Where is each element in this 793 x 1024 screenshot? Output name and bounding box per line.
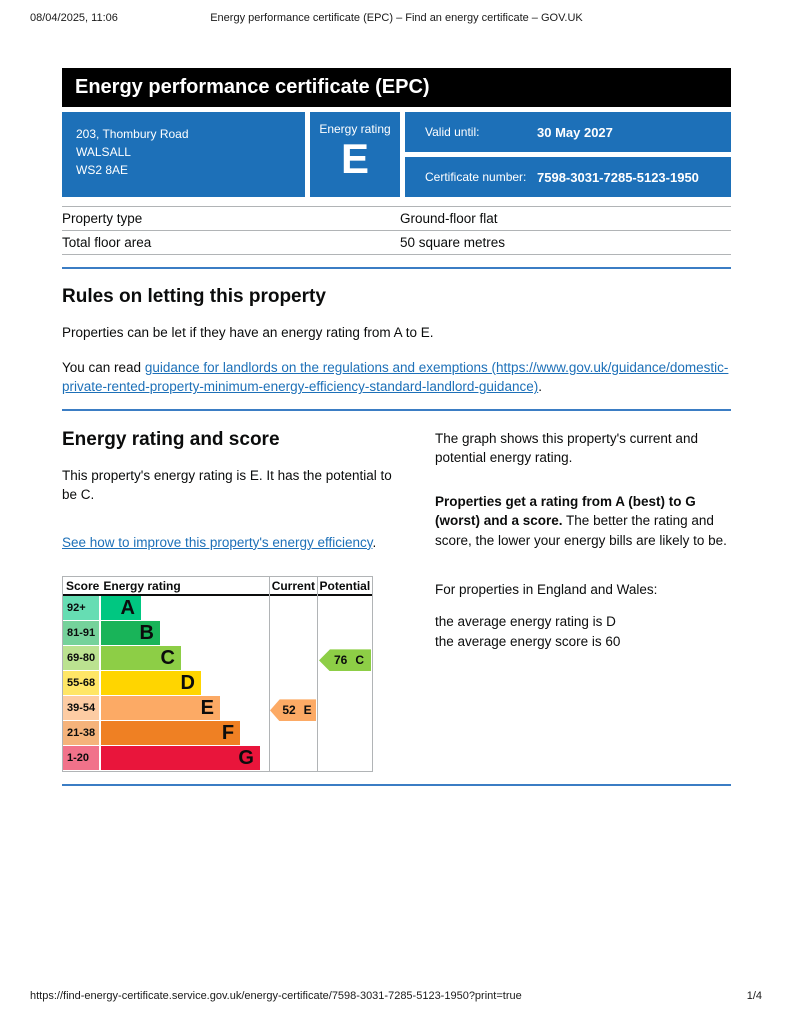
chart-column-separator xyxy=(317,577,318,772)
guidance-paragraph: You can read guidance for landlords on t… xyxy=(62,358,731,397)
epc-band-row-e: 39-54 E xyxy=(63,696,372,721)
summary-row: 203, Thombury Road WALSALL WS2 8AE Energ… xyxy=(62,112,731,197)
chart-header-rating: Energy rating xyxy=(103,579,181,594)
rating-explanation-rest: The better the rating and score, the low… xyxy=(435,513,727,548)
floor-area-label: Total floor area xyxy=(62,235,152,250)
print-footer-url: https://find-energy-certificate.service.… xyxy=(30,990,522,1002)
energy-rating-box: Energy rating E xyxy=(310,112,400,197)
band-bar-f: F xyxy=(101,721,241,746)
rules-heading: Rules on letting this property xyxy=(62,286,326,307)
rating-score-right-column: The graph shows this property's current … xyxy=(435,429,731,773)
current-rating-letter: E xyxy=(303,703,312,718)
landlord-guidance-link[interactable]: guidance for landlords on the regulation… xyxy=(62,359,729,395)
rules-paragraph: Properties can be let if they have an en… xyxy=(62,325,434,340)
guidance-text-prefix: You can read xyxy=(62,359,145,375)
band-score-range: 92+ xyxy=(63,596,99,621)
print-meta-footer: https://find-energy-certificate.service.… xyxy=(30,990,762,1002)
print-meta-header: 08/04/2025, 11:06 Energy performance cer… xyxy=(0,12,793,24)
band-bar-g: G xyxy=(101,746,260,771)
certificate-banner: Energy performance certificate (EPC) xyxy=(62,68,731,107)
rating-summary-paragraph: This property's energy rating is E. It h… xyxy=(62,467,392,503)
average-rating-line: the average energy rating is D xyxy=(435,614,616,630)
property-type-label: Property type xyxy=(62,211,143,226)
validity-column: Valid until: 30 May 2027 Certificate num… xyxy=(405,112,731,197)
average-score-line: the average energy score is 60 xyxy=(435,633,621,649)
property-details-table: Property type Ground-floor flat Total fl… xyxy=(62,206,731,255)
rating-score-heading: Energy rating and score xyxy=(62,428,280,450)
energy-rating-label: Energy rating xyxy=(319,122,391,136)
band-score-range: 21-38 xyxy=(63,721,99,746)
rating-explanation: Properties get a rating from A (best) to… xyxy=(435,492,731,551)
certificate-number-box: Certificate number: 7598-3031-7285-5123-… xyxy=(405,157,731,197)
rating-score-left-column: Energy rating and score This property's … xyxy=(62,429,407,773)
band-bar-a: A xyxy=(101,596,141,621)
valid-until-box: Valid until: 30 May 2027 xyxy=(405,112,731,152)
certificate-number-label: Certificate number: xyxy=(425,170,527,184)
improve-paragraph: See how to improve this property's energ… xyxy=(62,533,407,553)
potential-rating-arrow: 76 C xyxy=(319,649,371,672)
potential-rating-letter: C xyxy=(355,653,365,668)
band-score-range: 55-68 xyxy=(63,671,99,696)
table-row-floor-area: Total floor area 50 square metres xyxy=(62,231,731,255)
band-bar-b: B xyxy=(101,621,160,646)
guidance-text-suffix: . xyxy=(538,379,542,395)
epc-band-row-c: 69-80 C xyxy=(63,646,372,671)
epc-rating-chart: Score Energy rating Current Potential 92… xyxy=(62,576,373,773)
epc-chart-body: 92+ A 81-91 B 69-80 C 55-68 D 39-54 E 21-38 F 1-20 G xyxy=(63,596,372,771)
epc-band-row-f: 21-38 F xyxy=(63,721,372,746)
print-page-title: Energy performance certificate (EPC) – F… xyxy=(210,12,583,24)
rating-explanation-bold: Properties get a rating from A (best) to… xyxy=(435,493,696,529)
band-bar-c: C xyxy=(101,646,181,671)
energy-rating-letter: E xyxy=(340,135,369,182)
england-wales-intro: For properties in England and Wales: xyxy=(435,581,658,597)
chart-header-score: Score xyxy=(66,579,100,594)
chart-header-current: Current xyxy=(271,579,316,594)
band-score-range: 39-54 xyxy=(63,696,99,721)
print-date: 08/04/2025, 11:06 xyxy=(30,12,118,24)
potential-rating-score: 76 xyxy=(333,653,348,668)
epc-band-row-g: 1-20 G xyxy=(63,746,372,771)
band-bar-e: E xyxy=(101,696,220,721)
property-type-value: Ground-floor flat xyxy=(400,211,498,226)
band-score-range: 69-80 xyxy=(63,646,99,671)
section-divider xyxy=(62,408,731,411)
current-rating-arrow: 52 E xyxy=(270,699,316,722)
band-score-range: 81-91 xyxy=(63,621,99,646)
table-row-property-type: Property type Ground-floor flat xyxy=(62,207,731,231)
epc-band-row-d: 55-68 D xyxy=(63,671,372,696)
address-line-1: 203, Thombury Road xyxy=(76,127,189,141)
address-line-2: WALSALL xyxy=(76,145,131,159)
section-divider xyxy=(62,267,731,269)
floor-area-value: 50 square metres xyxy=(400,235,506,250)
epc-band-row-a: 92+ A xyxy=(63,596,372,621)
section-divider xyxy=(62,784,731,787)
valid-until-value: 30 May 2027 xyxy=(537,124,613,140)
average-lines: the average energy rating is D the avera… xyxy=(435,612,731,651)
current-rating-score: 52 xyxy=(282,703,296,718)
valid-until-label: Valid until: xyxy=(425,125,480,139)
chart-column-separator xyxy=(269,577,270,772)
rules-section: Rules on letting this property Propertie… xyxy=(62,286,731,397)
property-address-box: 203, Thombury Road WALSALL WS2 8AE xyxy=(62,112,305,197)
rating-score-section: Energy rating and score This property's … xyxy=(62,429,731,773)
band-score-range: 1-20 xyxy=(63,746,99,771)
band-bar-d: D xyxy=(101,671,201,696)
graph-description: The graph shows this property's current … xyxy=(435,430,698,466)
certificate-content: Energy performance certificate (EPC) 203… xyxy=(62,68,731,787)
improve-efficiency-link[interactable]: See how to improve this property's energ… xyxy=(62,534,373,550)
address-line-3: WS2 8AE xyxy=(76,163,129,177)
chart-header-potential: Potential xyxy=(319,579,371,594)
print-page-number: 1/4 xyxy=(746,990,762,1002)
certificate-number-value: 7598-3031-7285-5123-1950 xyxy=(537,169,699,185)
improve-suffix: . xyxy=(372,534,377,550)
epc-chart-header: Score Energy rating Current Potential xyxy=(63,577,372,597)
epc-band-row-b: 81-91 B xyxy=(63,621,372,646)
